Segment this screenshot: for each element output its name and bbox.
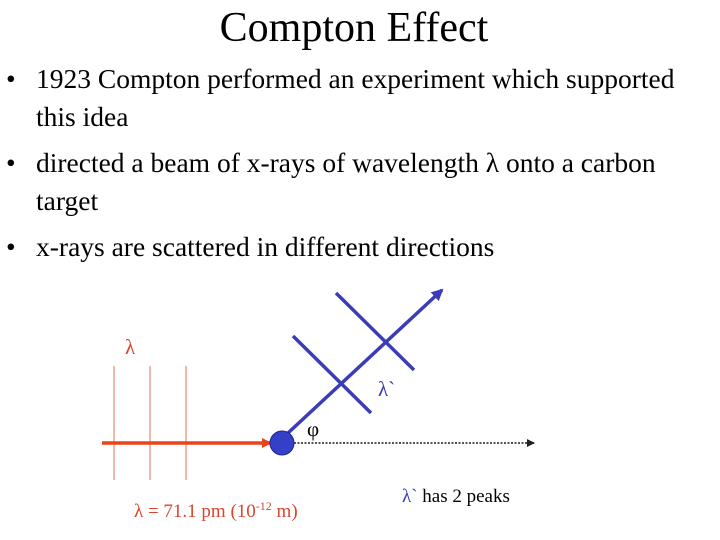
bullet-marker: • bbox=[6, 147, 16, 178]
target-electron bbox=[269, 430, 295, 456]
peaks-caption-text: has 2 peaks bbox=[417, 486, 510, 507]
slide-title: Compton Effect bbox=[219, 5, 489, 51]
scattered-wavefronts bbox=[291, 291, 416, 415]
bullet-item: • 1923 Compton performed an experiment w… bbox=[0, 60, 700, 136]
wavelength-caption: λ = 71.1 pm (10-12 m) bbox=[134, 495, 298, 523]
wavelength-caption-suffix: m) bbox=[271, 501, 298, 522]
bullet-item: • x-rays are scattered in different dire… bbox=[0, 228, 700, 266]
scattering-angle-label: φ bbox=[307, 417, 320, 441]
peaks-caption-symbol: λ` bbox=[402, 486, 418, 507]
wavelength-caption-exponent: -12 bbox=[255, 499, 272, 513]
bullet-marker: • bbox=[6, 63, 16, 94]
peaks-caption: λ` has 2 peaks bbox=[402, 486, 510, 508]
bullet-marker: • bbox=[6, 231, 16, 262]
bullet-list: • 1923 Compton performed an experiment w… bbox=[0, 60, 700, 274]
incident-wavelength-label: λ bbox=[125, 335, 136, 359]
scattered-wavelength-label: λ` bbox=[378, 377, 396, 401]
bullet-item: • directed a beam of x-rays of wavelengt… bbox=[0, 144, 700, 220]
wavelength-caption-prefix: λ = 71.1 pm (10 bbox=[134, 501, 256, 522]
bullet-text: 1923 Compton performed an experiment whi… bbox=[36, 63, 675, 132]
incident-wavefronts bbox=[113, 366, 187, 480]
scattered-beam-arrow bbox=[286, 288, 444, 435]
bullet-text: x-rays are scattered in different direct… bbox=[36, 231, 495, 262]
bullet-text: directed a beam of x-rays of wavelength … bbox=[36, 147, 656, 216]
